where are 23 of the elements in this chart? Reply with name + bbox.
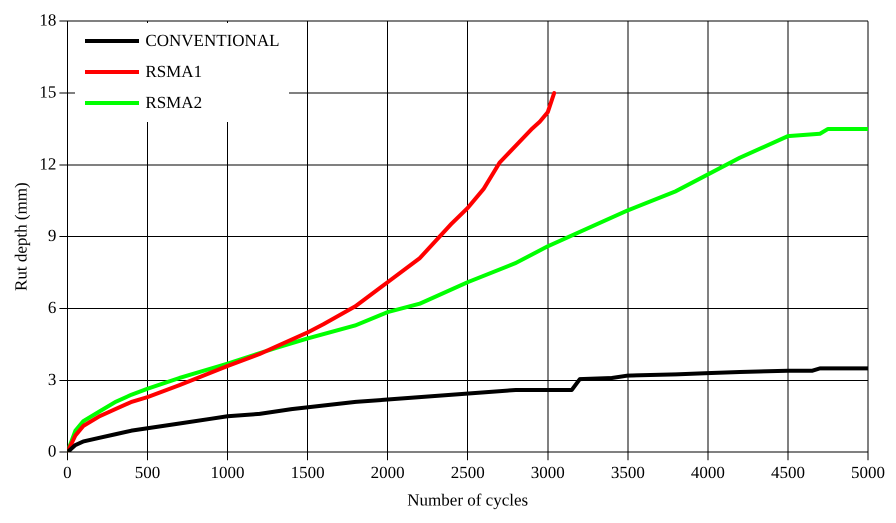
x-tick-label: 2000 [370, 462, 405, 482]
y-tick-label: 18 [39, 10, 56, 30]
x-tick-label: 0 [63, 462, 72, 482]
x-tick-label: 3000 [530, 462, 565, 482]
legend-label: RSMA2 [145, 92, 202, 113]
y-tick-label: 0 [48, 442, 56, 461]
y-tick-label: 9 [48, 226, 56, 246]
x-tick-label: 500 [134, 462, 160, 482]
x-tick-label: 5000 [851, 462, 885, 482]
y-axis-title: Rut depth (mm) [12, 182, 31, 292]
x-tick-label: 1500 [290, 462, 325, 482]
y-tick-label: 15 [39, 82, 56, 102]
y-tick-label: 3 [48, 370, 56, 389]
x-axis-title: Number of cycles [407, 490, 528, 510]
y-tick-label: 6 [48, 298, 56, 317]
x-tick-label: 3500 [610, 462, 645, 482]
y-tick-label: 12 [39, 154, 56, 174]
x-tick-label: 1000 [210, 462, 245, 482]
x-tick-label: 4500 [770, 462, 805, 482]
legend-label: CONVENTIONAL [145, 30, 280, 51]
x-tick-label: 2500 [450, 462, 485, 482]
legend-label: RSMA1 [145, 62, 202, 82]
x-tick-label: 4000 [690, 462, 725, 482]
